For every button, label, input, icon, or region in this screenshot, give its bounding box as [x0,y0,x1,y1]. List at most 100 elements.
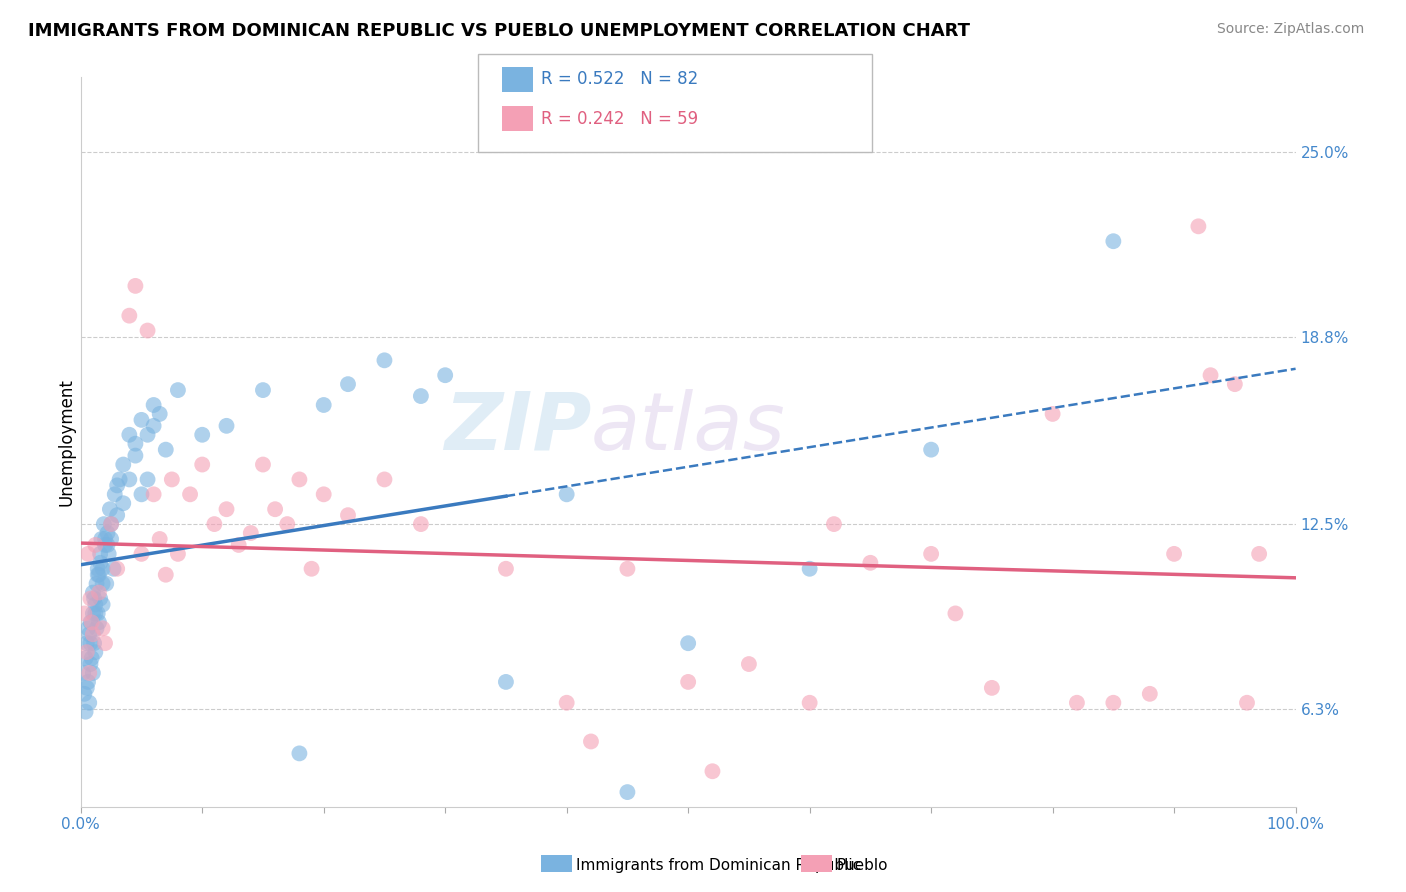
Point [76,636,98,650]
Point [1249,547,1271,561]
Point [276,517,298,532]
Point [312,398,335,412]
Y-axis label: Unemployment: Unemployment [58,378,75,506]
Point [495,562,517,576]
Point [77,627,100,641]
Point [77,665,100,680]
Point [555,696,578,710]
Point [301,562,323,576]
Point [105,508,128,523]
Point [124,278,146,293]
Point [112,496,135,510]
Point [79,636,101,650]
Point [76,681,98,695]
Point [79,591,101,606]
Point [409,389,432,403]
Point [91,621,114,635]
Point [94,532,117,546]
Point [252,383,274,397]
Point [73,687,96,701]
Point [82,627,104,641]
Point [112,458,135,472]
Point [82,607,104,621]
Point [179,487,201,501]
Point [136,324,159,338]
Point [264,502,287,516]
Point [100,517,122,532]
Point [142,398,165,412]
Point [124,436,146,450]
Point [337,508,360,523]
Point [555,487,578,501]
Point [84,607,107,621]
Point [215,502,238,516]
Point [239,526,262,541]
Point [131,413,153,427]
Point [83,636,105,650]
Point [1236,696,1258,710]
Point [82,585,104,599]
Point [87,615,110,630]
Point [118,472,141,486]
Point [83,591,105,606]
Point [124,449,146,463]
Point [149,532,172,546]
Point [84,645,107,659]
Point [288,472,311,486]
Point [823,517,845,532]
Point [77,547,100,561]
Point [86,576,108,591]
Point [616,562,638,576]
Point [84,598,107,612]
Point [337,377,360,392]
Point [94,636,117,650]
Point [84,538,107,552]
Point [87,567,110,582]
Point [142,487,165,501]
Point [87,607,110,621]
Point [80,615,103,630]
Point [100,517,122,532]
Point [1187,219,1209,234]
Point [167,547,190,561]
Point [228,538,250,552]
Point [160,472,183,486]
Point [1066,696,1088,710]
Point [131,487,153,501]
Point [191,427,214,442]
Point [131,547,153,561]
Point [149,407,172,421]
Point [980,681,1002,695]
Point [105,478,128,492]
Point [1199,368,1222,383]
Point [616,785,638,799]
Point [86,621,108,635]
Point [1102,696,1125,710]
Point [97,547,120,561]
Point [96,576,118,591]
Point [96,526,118,541]
Point [676,636,699,650]
Text: IMMIGRANTS FROM DOMINICAN REPUBLIC VS PUEBLO UNEMPLOYMENT CORRELATION CHART: IMMIGRANTS FROM DOMINICAN REPUBLIC VS PU… [28,22,970,40]
Point [104,487,127,501]
Point [96,538,118,552]
Point [91,598,114,612]
Point [100,532,122,546]
Point [288,747,311,761]
Point [434,368,457,383]
Point [202,517,225,532]
Text: ZIP: ZIP [444,389,591,467]
Text: R = 0.242   N = 59: R = 0.242 N = 59 [541,110,699,128]
Point [920,547,942,561]
Point [105,562,128,576]
Point [167,383,190,397]
Point [799,696,821,710]
Point [77,621,100,635]
Point [799,562,821,576]
Point [75,651,97,665]
Point [90,532,112,546]
Text: atlas: atlas [591,389,786,467]
Point [93,517,115,532]
Point [118,427,141,442]
Point [98,502,121,516]
